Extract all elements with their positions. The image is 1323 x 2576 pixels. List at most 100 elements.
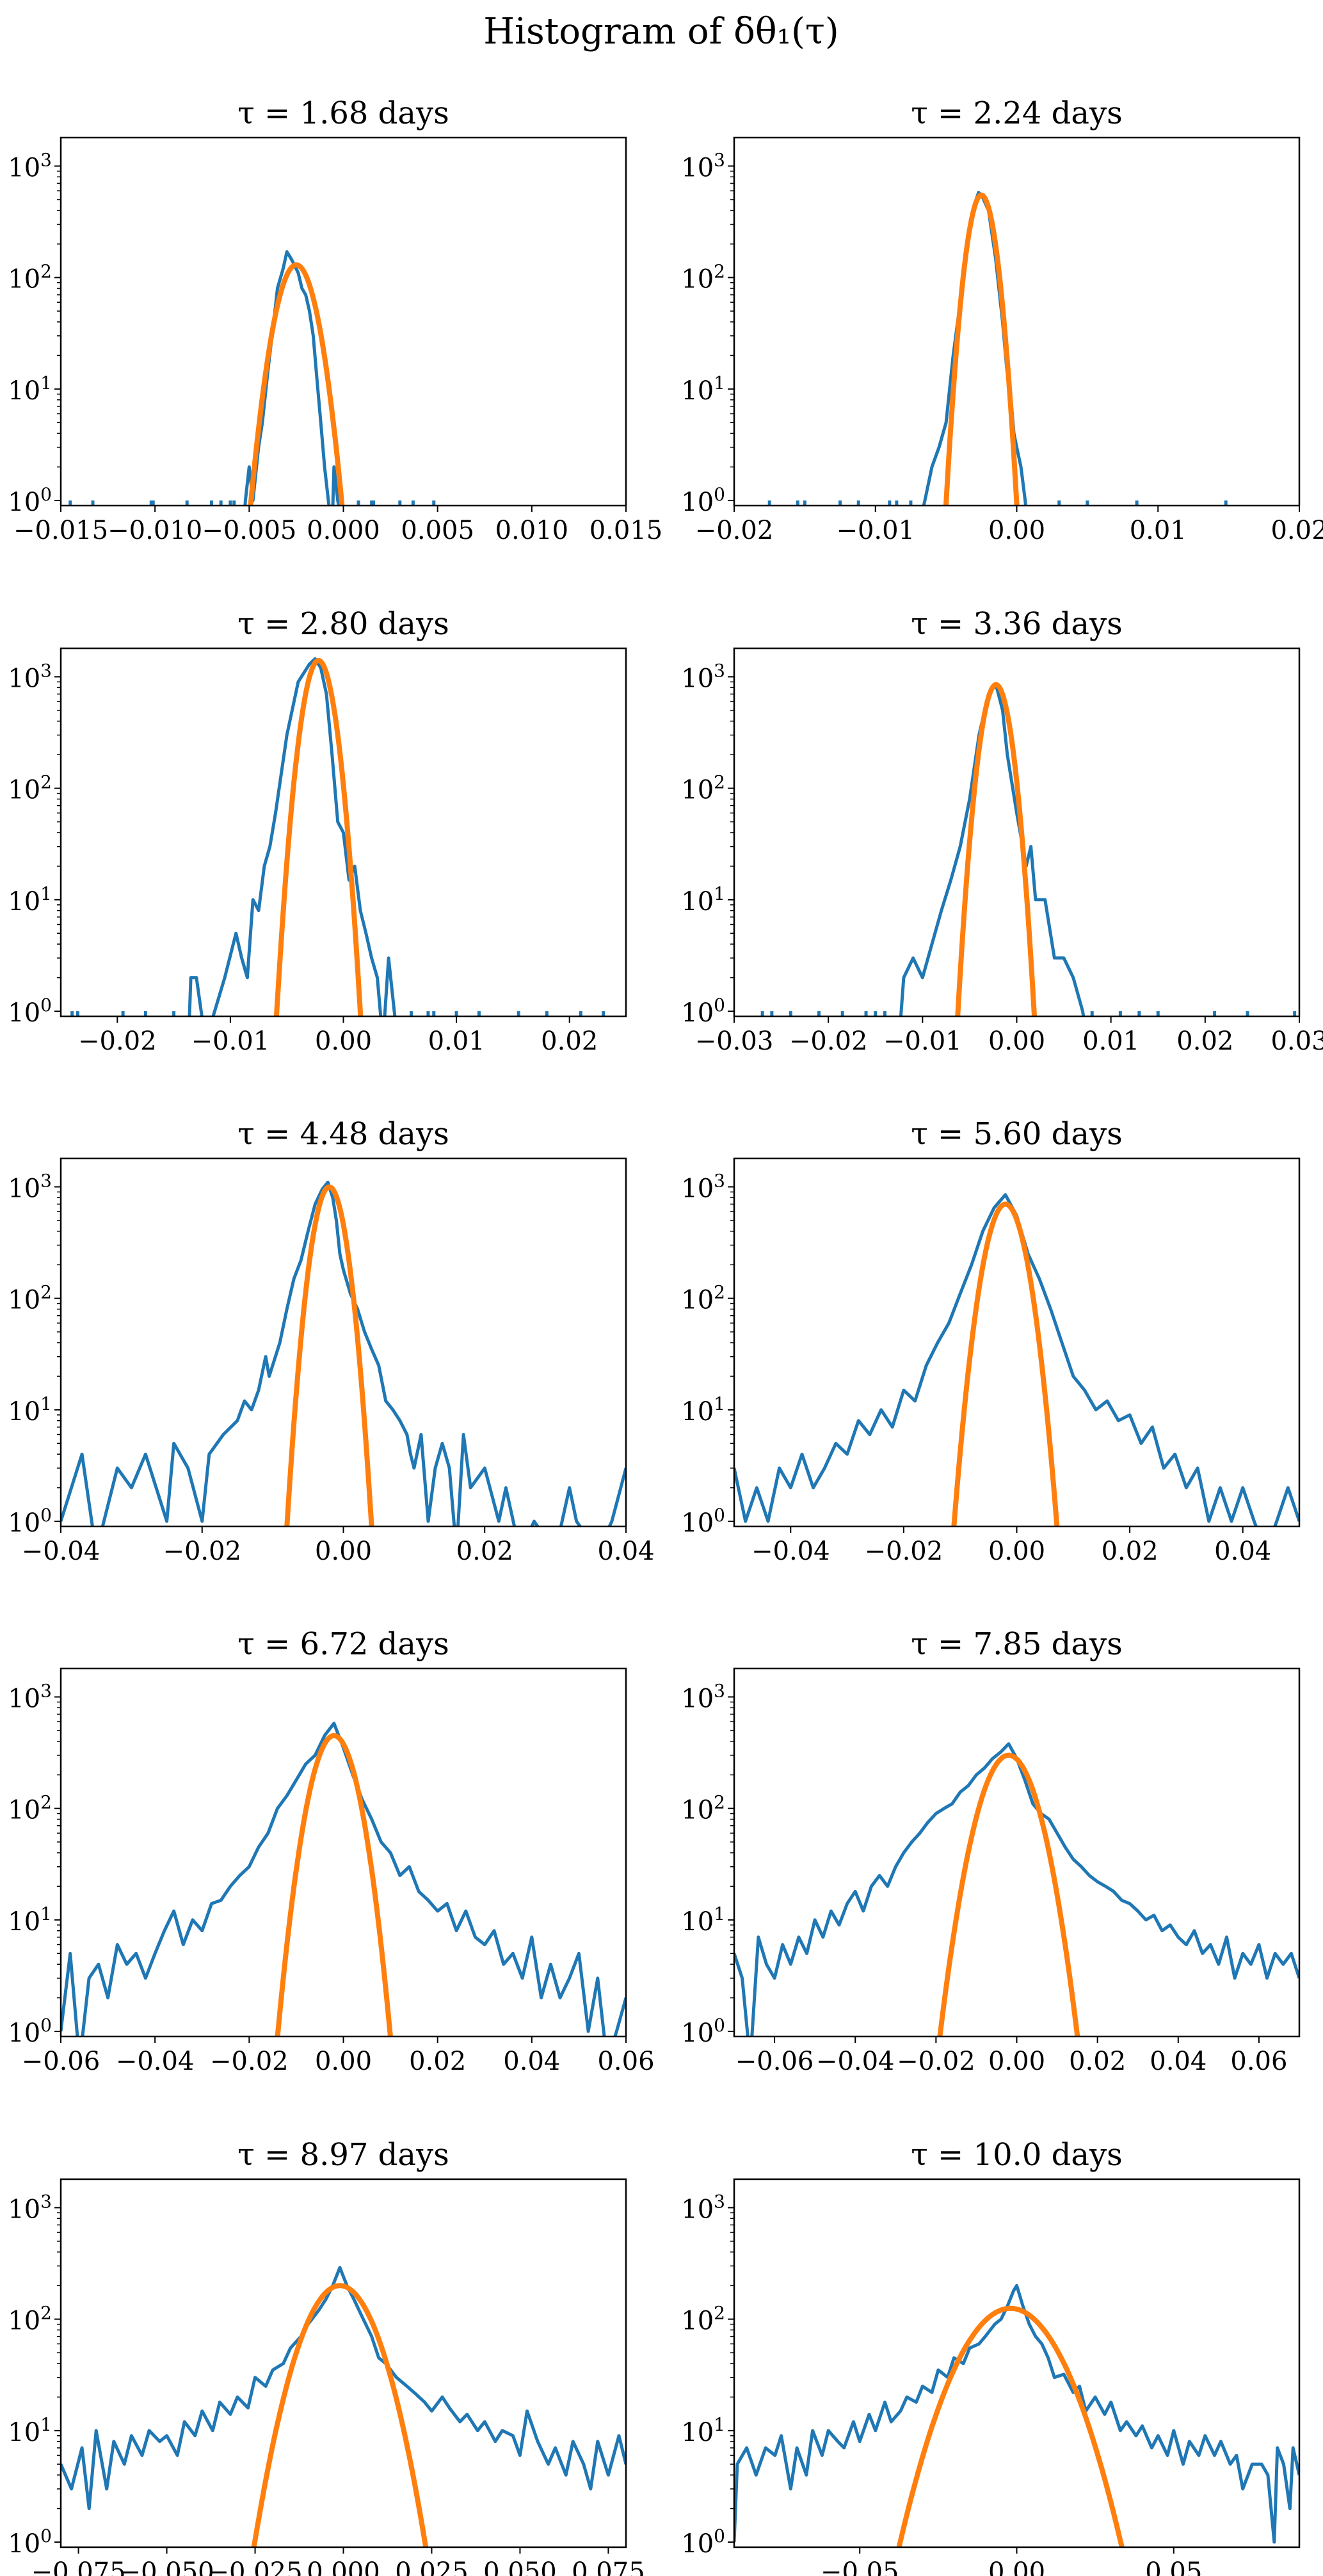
subplot-title: τ = 7.85 days (911, 1626, 1123, 1662)
x-tick-label: −0.04 (751, 1537, 830, 1566)
subplot-3: τ = 2.80 days −0.02 −0.01 0.00 0.01 0.02 100 10… (8, 606, 627, 1056)
gaussian-fit-line (943, 192, 1020, 506)
x-tick-label: −0.06 (22, 2047, 100, 2076)
x-tick-label: −0.06 (735, 2047, 814, 2076)
y-tick-label: 101 (8, 883, 52, 916)
axes-frame (60, 136, 627, 507)
histogram-line (61, 1722, 626, 2036)
x-tick-label: 0.005 (401, 516, 474, 545)
x-tick-label: −0.010 (108, 516, 202, 545)
gaussian-fit-line (955, 682, 1038, 1016)
histogram-line (734, 1193, 1299, 1526)
histogram-line (734, 1742, 1299, 2036)
x-tick-label: 0.03 (1271, 1027, 1323, 1056)
x-tick-label: 0.02 (1069, 2047, 1126, 2076)
y-tick-label: 101 (8, 1903, 52, 1937)
histogram-line (61, 2266, 626, 2511)
y-tick-label: 100 (681, 1505, 725, 1538)
subplot-7: τ = 6.72 days −0.06 −0.04 −0.02 0.00 0.02 0.04… (8, 1626, 654, 2076)
y-tick-label: 101 (681, 883, 725, 916)
x-tick-label: −0.075 (31, 2557, 126, 2576)
axes-frame (733, 2178, 1301, 2548)
x-tick-label: 0.06 (597, 2047, 654, 2076)
subplot-9: τ = 8.97 days −0.075−0.050−0.025 0.000 0.02… (8, 2137, 645, 2576)
x-tick-label: 0.02 (1102, 1537, 1159, 1566)
histogram-line (922, 191, 1027, 506)
subplot-4: τ = 3.36 days −0.03 −0.02 −0.01 0.00 0.01 0.02… (681, 606, 1323, 1056)
x-tick-label: −0.02 (163, 1537, 241, 1566)
x-tick-label: 0.06 (1230, 2047, 1287, 2076)
x-tick-label: −0.050 (120, 2557, 214, 2576)
subplot-title: τ = 1.68 days (237, 95, 449, 131)
x-tick-label: 0.01 (1130, 516, 1187, 545)
gaussian-fit-line (284, 1184, 374, 1526)
axes-frame (60, 2178, 627, 2548)
x-tick-label: −0.02 (78, 1027, 157, 1056)
y-tick-label: 103 (8, 2191, 52, 2224)
y-tick-label: 100 (8, 484, 52, 517)
subplot-2: τ = 2.24 days −0.02 −0.01 0.00 0.01 0.02 100 10… (681, 95, 1323, 545)
y-tick-label: 101 (681, 372, 725, 406)
y-tick-label: 100 (681, 2015, 725, 2048)
subplot-title: τ = 5.60 days (911, 1116, 1123, 1152)
x-tick-label: −0.04 (816, 2047, 895, 2076)
histogram-line (188, 657, 397, 1016)
x-tick-label: −0.02 (865, 1537, 943, 1566)
y-tick-label: 101 (8, 372, 52, 406)
gaussian-fit-line (251, 2283, 429, 2547)
axes-frame (60, 1667, 627, 2038)
subplot-title: τ = 4.48 days (237, 1116, 449, 1152)
y-tick-label: 101 (8, 1393, 52, 1427)
x-tick-label: 0.00 (988, 1537, 1045, 1566)
x-tick-label: 0.00 (315, 2047, 372, 2076)
gaussian-fit-line (896, 2305, 1125, 2547)
x-tick-label: 0.04 (1214, 1537, 1271, 1566)
subplot-6: τ = 5.60 days −0.04 −0.02 0.00 0.02 0.04 100 10… (681, 1116, 1301, 1566)
y-tick-label: 100 (681, 2525, 725, 2559)
x-tick-label: 0.00 (315, 1537, 372, 1566)
subplot-title: τ = 8.97 days (237, 2137, 449, 2173)
x-tick-label: 0.02 (409, 2047, 466, 2076)
x-tick-label: 0.050 (483, 2557, 557, 2576)
y-tick-label: 102 (681, 2303, 725, 2336)
x-tick-label: −0.01 (883, 1027, 962, 1056)
histogram-line (61, 1180, 626, 1526)
x-tick-label: −0.04 (22, 1537, 100, 1566)
y-tick-label: 101 (681, 1393, 725, 1427)
x-tick-label: −0.02 (210, 2047, 289, 2076)
histogram-line (734, 2284, 1299, 2544)
y-tick-label: 103 (8, 660, 52, 693)
y-tick-label: 103 (8, 149, 52, 182)
y-tick-label: 103 (8, 1680, 52, 1713)
x-tick-label: −0.02 (789, 1027, 868, 1056)
x-tick-label: 0.075 (572, 2557, 645, 2576)
gaussian-fit-line (275, 1732, 393, 2036)
axes-frame (733, 647, 1301, 1018)
y-tick-label: 100 (8, 2525, 52, 2559)
x-tick-label: 0.000 (307, 2557, 380, 2576)
x-tick-label: −0.03 (695, 1027, 774, 1056)
x-tick-label: −0.02 (897, 2047, 975, 2076)
subplot-title: τ = 6.72 days (237, 1626, 449, 1662)
y-tick-label: 102 (681, 1282, 725, 1315)
subplot-title: τ = 2.80 days (237, 606, 449, 642)
x-tick-label: 0.00 (988, 2047, 1045, 2076)
x-tick-label: −0.025 (208, 2557, 303, 2576)
x-tick-label: −0.02 (695, 516, 774, 545)
y-tick-label: 100 (8, 1505, 52, 1538)
x-tick-label: −0.04 (116, 2047, 195, 2076)
subplot-1: τ = 1.68 days −0.015 −0.010 −0.005 0.000 0.00… (8, 95, 662, 545)
y-tick-label: 101 (681, 1903, 725, 1937)
x-tick-label: −0.015 (13, 516, 108, 545)
y-tick-label: 100 (681, 995, 725, 1028)
subplot-title: τ = 2.24 days (911, 95, 1123, 131)
x-tick-label: 0.015 (589, 516, 663, 545)
subplot-5: τ = 4.48 days −0.04 −0.02 0.00 0.02 0.04 100 10… (8, 1116, 654, 1566)
y-tick-label: 102 (8, 2303, 52, 2336)
figure-suptitle: Histogram of δθ₁(τ) (483, 11, 838, 52)
x-tick-label: 0.010 (495, 516, 569, 545)
x-tick-label: 0.04 (597, 1537, 654, 1566)
y-tick-label: 102 (681, 261, 725, 294)
y-tick-label: 100 (8, 2015, 52, 2048)
